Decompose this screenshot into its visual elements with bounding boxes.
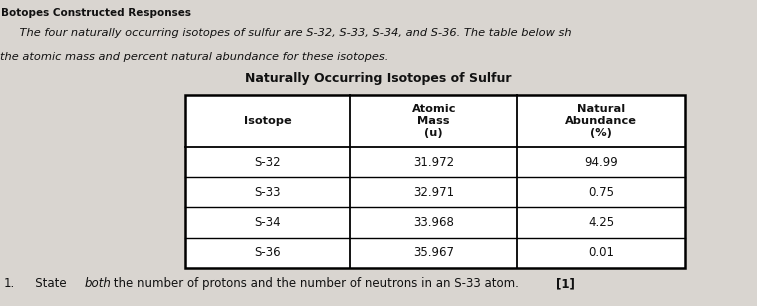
Text: the number of protons and the number of neutrons in an S-33 atom.: the number of protons and the number of … (110, 277, 522, 290)
Text: [1]: [1] (556, 277, 575, 290)
Text: 0.01: 0.01 (588, 246, 614, 259)
Text: S-32: S-32 (254, 155, 281, 169)
Text: Natural
Abundance
(%): Natural Abundance (%) (565, 103, 637, 138)
Text: S-34: S-34 (254, 216, 281, 229)
Text: The four naturally occurring isotopes of sulfur are S-32, S-33, S-34, and S-36. : The four naturally occurring isotopes of… (5, 28, 572, 38)
Text: 94.99: 94.99 (584, 155, 618, 169)
Text: 31.972: 31.972 (413, 155, 454, 169)
Text: 33.968: 33.968 (413, 216, 454, 229)
Text: 4.25: 4.25 (588, 216, 615, 229)
Text: both: both (85, 277, 112, 290)
Text: 32.971: 32.971 (413, 186, 454, 199)
Text: State: State (24, 277, 70, 290)
Text: S-36: S-36 (254, 246, 281, 259)
Text: 1.: 1. (4, 277, 15, 290)
Text: Atomic
Mass
(u): Atomic Mass (u) (412, 103, 456, 138)
Text: the atomic mass and percent natural abundance for these isotopes.: the atomic mass and percent natural abun… (0, 52, 388, 62)
Text: 0.75: 0.75 (588, 186, 614, 199)
Text: Naturally Occurring Isotopes of Sulfur: Naturally Occurring Isotopes of Sulfur (245, 72, 512, 85)
Text: Botopes Constructed Responses: Botopes Constructed Responses (1, 8, 191, 18)
Text: S-33: S-33 (254, 186, 281, 199)
Text: Isotope: Isotope (244, 116, 291, 126)
Text: 35.967: 35.967 (413, 246, 454, 259)
